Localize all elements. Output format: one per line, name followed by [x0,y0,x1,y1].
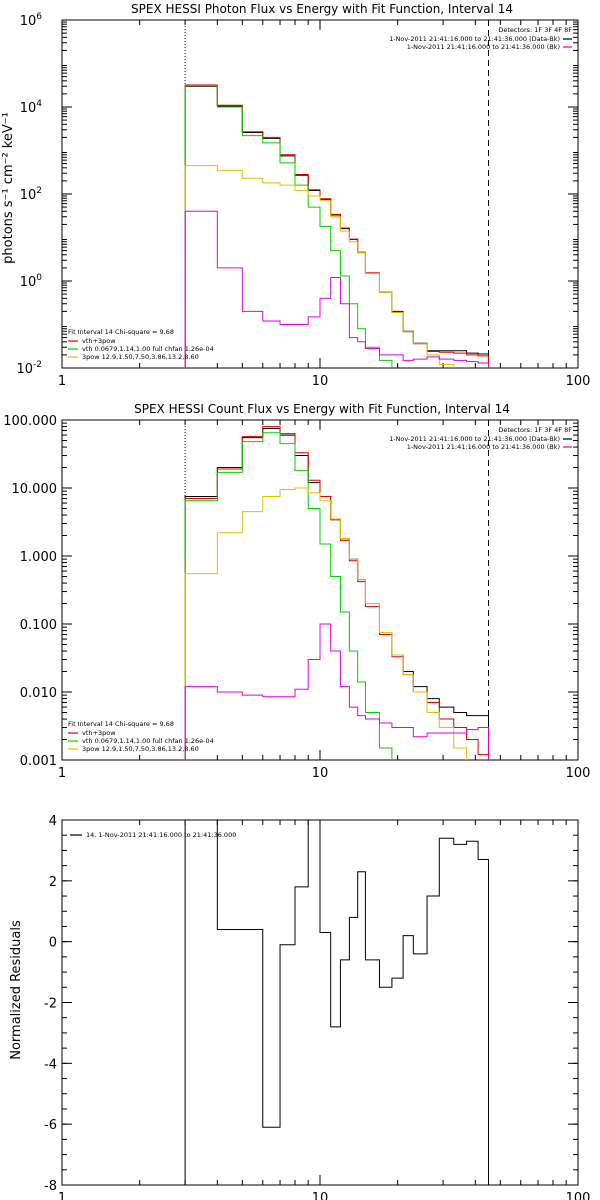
plot-frame [61,19,579,369]
legend-entry: vth+3pow [82,729,116,737]
y-tick-label: 102 [20,186,42,203]
photon-flux-title: SPEX HESSI Photon Flux vs Energy with Fi… [131,2,513,16]
x-tick-label: 10 [312,1191,329,1200]
y-tick-label: 0.100 [20,618,57,633]
legend-entry: vth 0.0679,1.14,1.00 full chfan 1.26e-04 [82,345,214,353]
residuals-plot: Normalized Residuals 1 10 100 -8 -6 -4 -2 0 2 4 14… [9,814,590,1200]
y-tick-label: -6 [44,1118,57,1133]
x-tick-label: 1 [58,766,66,781]
plot-frame [61,419,579,761]
x-tick-label: 100 [566,374,591,389]
legend-entry: vth 0.0679,1.14,1.00 full chfan 1.26e-04 [82,737,214,745]
y-tick-label: 100 [20,273,43,290]
y-tick-label: 10.000 [12,482,58,497]
series-line-0 [184,85,490,368]
series-line-0 [184,428,490,760]
series-line-2 [184,85,490,368]
x-tick-label: 1 [58,374,66,389]
y-tick-label: -2 [44,997,57,1012]
legend-entry: 14. 1-Nov-2011 21:41:16.000 to 21:41:36.… [86,831,236,839]
legend-header: Detectors: 1F 3F 4F 8F [498,426,572,434]
y-tick-label: 0 [49,936,57,951]
legend-header: Detectors: 1F 3F 4F 8F [498,26,572,34]
y-tick-label: 100.000 [3,414,57,429]
series-line-4 [184,623,490,760]
y-tick-label: -4 [44,1057,57,1072]
residuals-ylabel: Normalized Residuals [9,920,24,1060]
y-tick-label: -8 [44,1179,57,1194]
series-line-0 [184,820,490,1185]
photon-flux-plot: SPEX HESSI Photon Flux vs Energy with Fi… [1,2,591,389]
y-tick-label: 104 [20,99,43,116]
x-tick-label: 10 [312,374,329,389]
x-tick-label: 10 [312,766,329,781]
series-line-2 [184,432,490,760]
y-tick-label: 0.001 [20,754,57,769]
x-tick-label: 100 [566,1191,591,1200]
series-line-1 [184,84,490,368]
legend-entry: vth+3pow [82,337,116,345]
legend-entry: 3pow 12.9,1.50,7.50,3.86,13.2,8.60 [82,353,199,361]
legend-entry: 1-Nov-2011 21:41:16.000 to 21:41:36.000 … [389,435,560,443]
y-tick-label: 2 [49,875,57,890]
legend-entry: 1-Nov-2011 21:41:16.000 to 21:41:36.000 … [389,35,560,43]
series-line-3 [184,165,490,368]
photon-flux-ylabel: photons s⁻¹ cm⁻² keV⁻¹ [1,112,16,264]
count-flux-title: SPEX HESSI Count Flux vs Energy with Fit… [134,402,510,416]
x-tick-label: 100 [566,766,591,781]
count-flux-plot: SPEX HESSI Count Flux vs Energy with Fit… [3,402,591,781]
legend-entry: 1-Nov-2011 21:41:16.000 to 21:41:36.000 … [407,43,560,51]
series-line-3 [184,487,490,760]
legend-entry: 1-Nov-2011 21:41:16.000 to 21:41:36.000 … [407,443,560,451]
y-tick-label: 106 [20,12,43,29]
y-tick-label: 1.000 [20,550,57,565]
y-tick-label: 4 [49,814,57,829]
y-tick-label: 10-2 [16,360,42,377]
x-tick-label: 1 [58,1191,66,1200]
legend-header: Fit Interval 14 Chi-square = 9.68 [68,328,174,336]
legend-header: Fit Interval 14 Chi-square = 9.68 [68,720,174,728]
series-line-1 [184,426,490,760]
series-line-4 [184,210,490,368]
legend-entry: 3pow 12.9,1.50,7.50,3.86,13.2,8.60 [82,745,199,753]
y-tick-label: 0.010 [20,686,57,701]
